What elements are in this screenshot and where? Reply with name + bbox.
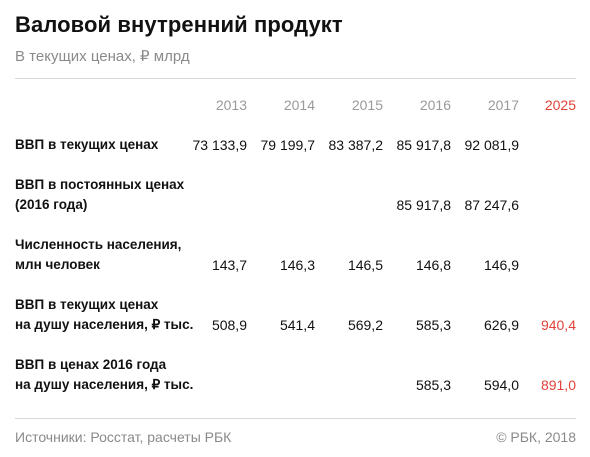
row-label: ВВП в текущих ценах: [15, 137, 159, 152]
column-header-2017: 2017: [487, 97, 519, 113]
table-cell: 143,7: [211, 257, 247, 273]
table-cell: 92 081,9: [464, 137, 520, 153]
table-cell: 85 917,8: [396, 197, 452, 213]
source-note: Источники: Росстат, расчеты РБК: [15, 429, 232, 445]
table-cell: 508,9: [211, 317, 247, 333]
row-label: (2016 года): [15, 197, 88, 212]
table-cell: 541,4: [279, 317, 315, 333]
table-cell: 940,4: [540, 317, 576, 333]
table-cell: 594,0: [483, 377, 519, 393]
table-cell: 626,9: [483, 317, 519, 333]
table-cell: 146,9: [483, 257, 519, 273]
row-label: ВВП в текущих ценах: [15, 297, 159, 312]
top-divider: [15, 78, 576, 79]
table-cell: 73 133,9: [192, 137, 248, 153]
column-header-2014: 2014: [283, 97, 315, 113]
row-label: ВВП в ценах 2016 года: [15, 357, 167, 372]
table-cell: 79 199,7: [260, 137, 316, 153]
table-cell: 85 917,8: [396, 137, 452, 153]
bottom-divider: [15, 418, 576, 419]
row-label: на душу населения, ₽ тыс.: [15, 317, 194, 332]
table-cell: 146,8: [415, 257, 451, 273]
table-cell: 146,3: [279, 257, 315, 273]
row-label: Численность населения,: [15, 237, 182, 252]
table-cell: 585,3: [415, 317, 451, 333]
table-cell: 146,5: [347, 257, 383, 273]
table-cell: 585,3: [415, 377, 451, 393]
table-cell: 83 387,2: [328, 137, 384, 153]
page-title: Валовой внутренний продукт: [15, 12, 343, 37]
table-cell: 569,2: [347, 317, 383, 333]
column-header-2016: 2016: [419, 97, 451, 113]
column-header-2025: 2025: [544, 97, 576, 113]
page-subtitle: В текущих ценах, ₽ млрд: [15, 48, 190, 65]
table-cell: 891,0: [540, 377, 576, 393]
column-header-2015: 2015: [351, 97, 383, 113]
row-label: млн человек: [15, 257, 100, 272]
column-header-2013: 2013: [215, 97, 247, 113]
row-label: ВВП в постоянных ценах: [15, 177, 185, 192]
row-label: на душу населения, ₽ тыс.: [15, 377, 194, 392]
table-cell: 87 247,6: [464, 197, 520, 213]
copyright-note: © РБК, 2018: [496, 429, 576, 445]
